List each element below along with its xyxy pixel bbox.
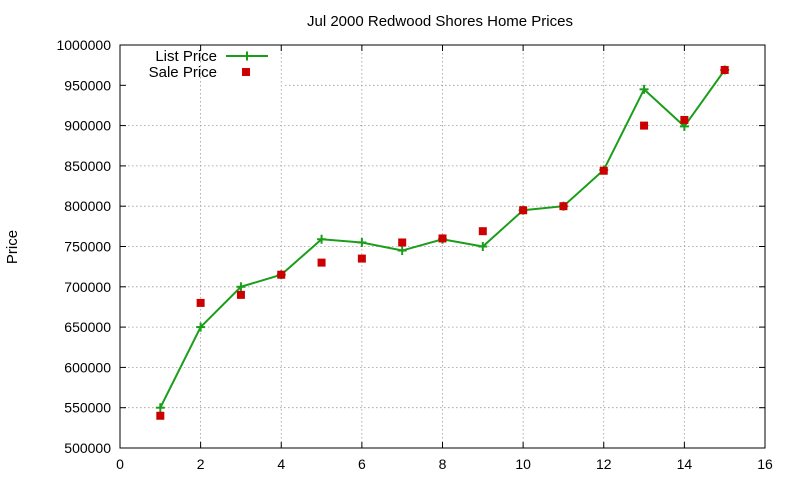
y-tick-label: 800000 [64, 198, 111, 214]
chart-title: Jul 2000 Redwood Shores Home Prices [307, 13, 573, 30]
sale-price-point [720, 65, 729, 74]
x-tick-label: 16 [757, 456, 773, 472]
y-tick-label: 650000 [64, 319, 111, 335]
x-tick-label: 10 [515, 456, 531, 472]
legend-sale-price-label: Sale Price [149, 64, 217, 81]
y-tick-label: 850000 [64, 158, 111, 174]
x-tick-label: 4 [277, 456, 285, 472]
axis-ticks: 0 2 4 6 8 10 12 14 16 500000 550000 600000 650000 700… [56, 37, 773, 472]
list-price-point [196, 322, 206, 332]
sale-price-point [277, 270, 286, 279]
y-axis-title: Price [4, 230, 21, 264]
sale-price-point [438, 234, 447, 243]
sale-price-point [236, 290, 245, 299]
legend-list-price-label: List Price [155, 48, 217, 65]
y-tick-label: 750000 [64, 239, 111, 255]
y-tick-label: 500000 [64, 440, 111, 456]
sale-price-point [599, 166, 608, 175]
list-price-point [155, 403, 165, 413]
legend-plus-marker [242, 51, 252, 61]
x-tick-label: 8 [439, 456, 447, 472]
y-tick-label: 600000 [64, 359, 111, 375]
y-tick-label: 900000 [64, 118, 111, 134]
sale-price-point [156, 411, 165, 420]
x-tick-label: 12 [596, 456, 612, 472]
y-tick-label: 950000 [64, 77, 111, 93]
sale-price-point [478, 227, 487, 236]
grid-lines [120, 45, 765, 448]
sale-price-point [559, 202, 568, 211]
list-price-point [639, 84, 649, 94]
y-tick-label: 1000000 [56, 37, 111, 53]
x-tick-label: 6 [358, 456, 366, 472]
sale-price-point [398, 238, 407, 247]
list-price-point [478, 242, 488, 251]
y-tick-label: 700000 [64, 279, 111, 295]
list-price-point [397, 246, 407, 256]
x-tick-label: 14 [677, 456, 693, 472]
sale-price-point [640, 121, 649, 130]
legend: List Price Sale Price [149, 48, 268, 81]
list-price-point [357, 237, 367, 247]
legend-sale-price-marker [242, 68, 250, 76]
sale-price-point [196, 298, 205, 307]
y-tick-label: 550000 [64, 400, 111, 416]
list-price-point [236, 282, 246, 292]
data-series [155, 65, 730, 420]
list-price-point [317, 234, 327, 244]
sale-price-point [680, 115, 689, 124]
sale-price-point [357, 254, 366, 263]
x-tick-label: 2 [197, 456, 205, 472]
sale-price-point [317, 258, 326, 267]
legend-list-price-marker [242, 51, 252, 61]
sale-price-point [519, 206, 528, 215]
x-tick-label: 0 [116, 456, 124, 472]
